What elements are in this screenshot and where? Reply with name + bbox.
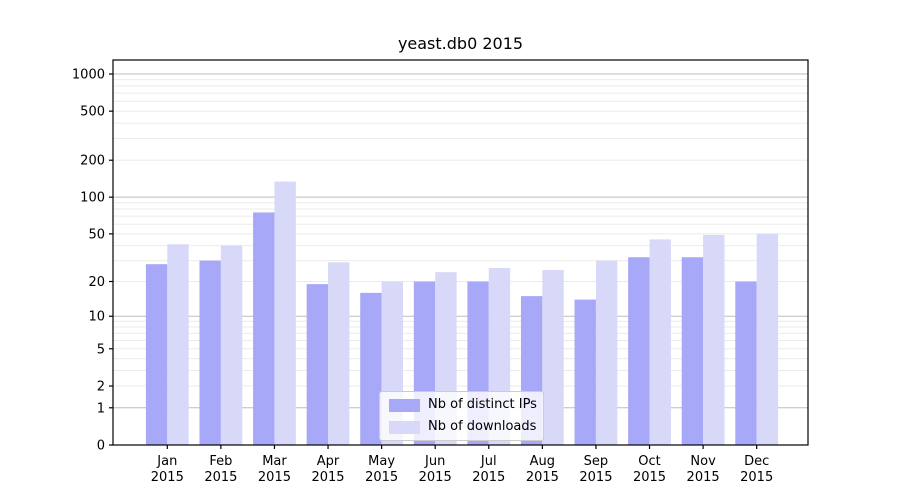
bar-downloads-sep bbox=[595, 260, 618, 445]
x-tick-label-year: 2015 bbox=[365, 470, 398, 485]
x-tick-label-month: Jan bbox=[156, 454, 177, 469]
bar-downloads-oct bbox=[649, 239, 671, 445]
x-tick-label-year: 2015 bbox=[204, 470, 237, 485]
y-tick-label: 50 bbox=[88, 227, 105, 242]
y-tick-label: 1 bbox=[97, 401, 105, 416]
bar-distinct-ips-sep bbox=[574, 299, 596, 445]
x-tick-label-month: Feb bbox=[209, 454, 232, 469]
x-tick-label-year: 2015 bbox=[740, 470, 773, 485]
y-tick-label: 500 bbox=[80, 105, 105, 120]
legend-item-downloads: Nb of downloads bbox=[389, 419, 537, 434]
legend-label-downloads: Nb of downloads bbox=[428, 419, 537, 434]
x-tick-label-year: 2015 bbox=[419, 470, 452, 485]
bar-downloads-feb bbox=[220, 245, 243, 445]
x-tick-label-month: Jul bbox=[480, 454, 497, 469]
bar-distinct-ips-feb bbox=[199, 260, 221, 445]
x-tick-label-year: 2015 bbox=[472, 470, 505, 485]
bar-distinct-ips-may bbox=[360, 292, 382, 445]
bar-downloads-apr bbox=[328, 262, 350, 445]
x-tick-label-year: 2015 bbox=[526, 470, 559, 485]
y-tick-label: 10 bbox=[88, 310, 105, 325]
x-tick-label-year: 2015 bbox=[687, 470, 720, 485]
x-tick-label-month: Aug bbox=[530, 454, 555, 469]
x-tick-label-month: Apr bbox=[317, 454, 340, 469]
bar-downloads-jan bbox=[167, 244, 189, 445]
bar-distinct-ips-dec bbox=[735, 281, 757, 445]
bar-distinct-ips-jan bbox=[145, 264, 168, 445]
x-tick-label-year: 2015 bbox=[258, 470, 291, 485]
x-tick-label-year: 2015 bbox=[579, 470, 612, 485]
bar-distinct-ips-apr bbox=[306, 284, 329, 445]
bar-downloads-mar bbox=[274, 181, 296, 445]
x-tick-label-month: May bbox=[368, 454, 395, 469]
y-tick-label: 2 bbox=[97, 380, 105, 395]
y-tick-label: 1000 bbox=[72, 68, 105, 83]
bar-distinct-ips-oct bbox=[628, 257, 650, 445]
legend-swatch-downloads bbox=[389, 420, 420, 434]
y-tick-label: 20 bbox=[88, 275, 105, 290]
x-tick-label-month: Mar bbox=[262, 454, 287, 469]
x-tick-label-month: Dec bbox=[744, 454, 769, 469]
bar-downloads-dec bbox=[756, 233, 779, 445]
x-tick-label-year: 2015 bbox=[151, 470, 184, 485]
x-tick-label-year: 2015 bbox=[311, 470, 344, 485]
x-tick-label-year: 2015 bbox=[633, 470, 666, 485]
y-tick-label: 200 bbox=[80, 154, 105, 169]
bar-distinct-ips-nov bbox=[681, 257, 704, 445]
legend: Nb of distinct IPs Nb of downloads bbox=[379, 391, 544, 441]
y-tick-label: 0 bbox=[97, 439, 105, 454]
y-tick-label: 100 bbox=[80, 191, 105, 206]
legend-swatch-distinct-ips bbox=[389, 398, 420, 412]
x-tick-label-month: Oct bbox=[638, 454, 660, 469]
x-tick-label-month: Nov bbox=[690, 454, 716, 469]
bar-distinct-ips-mar bbox=[253, 212, 275, 445]
chart-title: yeast.db0 2015 bbox=[397, 34, 524, 53]
axes-frame bbox=[112, 59, 809, 446]
legend-item-distinct-ips: Nb of distinct IPs bbox=[389, 397, 537, 412]
bar-downloads-aug bbox=[542, 270, 564, 445]
x-tick-label-month: Sep bbox=[584, 454, 609, 469]
x-tick-label-month: Jun bbox=[424, 454, 445, 469]
bar-downloads-nov bbox=[703, 234, 725, 445]
y-tick-label: 5 bbox=[97, 342, 105, 357]
legend-label-distinct-ips: Nb of distinct IPs bbox=[428, 397, 537, 412]
